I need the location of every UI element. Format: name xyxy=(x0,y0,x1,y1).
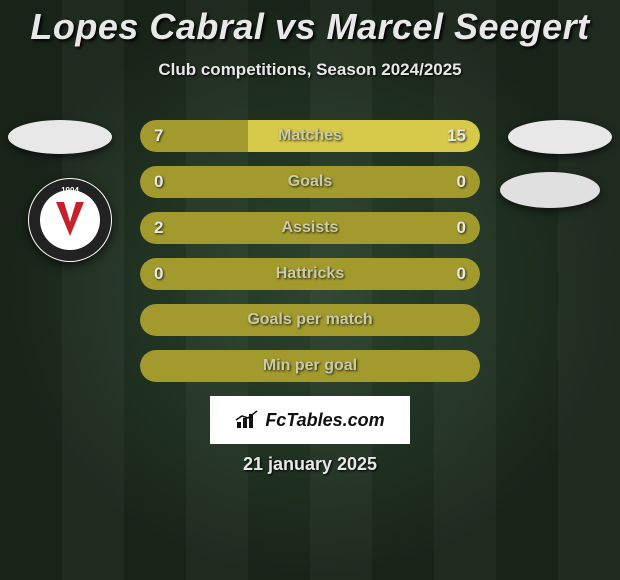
stat-row: Hattricks0 0 xyxy=(140,258,480,290)
stat-value-p2: 0 xyxy=(457,258,466,290)
player2-flag-icon xyxy=(508,120,612,154)
stat-row: Matches7 15 xyxy=(140,120,480,152)
stat-value-p1: 0 xyxy=(154,166,163,198)
stat-value-p1: 7 xyxy=(154,120,163,152)
page-subtitle: Club competitions, Season 2024/2025 xyxy=(0,60,620,80)
club-logo-year: 1904 xyxy=(61,186,79,195)
stat-label: Goals xyxy=(140,166,480,198)
stat-label: Hattricks xyxy=(140,258,480,290)
player2-club-flag-icon xyxy=(500,172,600,208)
stat-row: Assists2 0 xyxy=(140,212,480,244)
stat-label: Goals per match xyxy=(140,304,480,336)
stat-label: Min per goal xyxy=(140,350,480,382)
player1-club-logo: 1904 VIKTORIA · KÖLN xyxy=(28,178,112,262)
player1-flag-icon xyxy=(8,120,112,154)
page-title: Lopes Cabral vs Marcel Seegert xyxy=(0,0,620,48)
chart-icon xyxy=(235,410,259,430)
footer-date: 21 january 2025 xyxy=(0,454,620,475)
content-root: Lopes Cabral vs Marcel Seegert Club comp… xyxy=(0,0,620,580)
stat-value-p1: 0 xyxy=(154,258,163,290)
stat-value-p2: 0 xyxy=(457,166,466,198)
stat-row: Min per goal xyxy=(140,350,480,382)
stat-value-p2: 0 xyxy=(457,212,466,244)
stat-label: Matches xyxy=(140,120,480,152)
club-logo-svg: 1904 VIKTORIA · KÖLN xyxy=(28,178,112,262)
stat-label: Assists xyxy=(140,212,480,244)
stat-value-p2: 15 xyxy=(447,120,466,152)
footer-brand-logo: FcTables.com xyxy=(210,396,410,444)
stat-row: Goals per match xyxy=(140,304,480,336)
footer-brand-text: FcTables.com xyxy=(265,410,384,431)
stats-area: Matches715Goals00Assists20Hattricks00Goa… xyxy=(140,120,480,396)
stat-row: Goals0 0 xyxy=(140,166,480,198)
stat-value-p1: 2 xyxy=(154,212,163,244)
